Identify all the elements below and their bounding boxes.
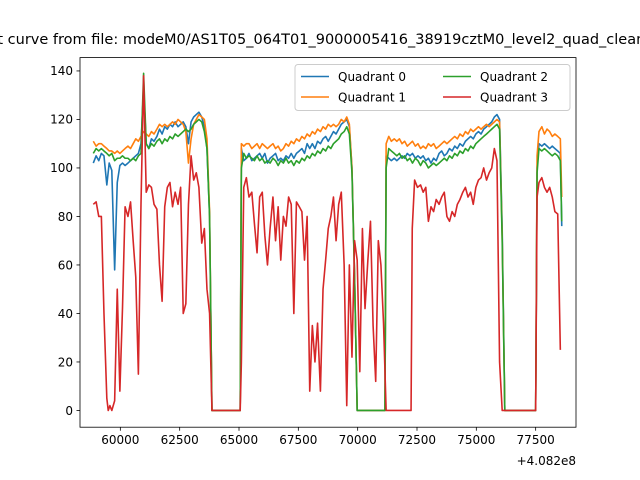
y-tick-label: 100 (50, 161, 73, 175)
series-line-quadrant-2 (92, 72, 563, 412)
chart-title: Light curve from file: modeM0/AS1T05_064… (0, 32, 640, 48)
series-line-quadrant-1 (92, 113, 563, 412)
x-tick-label: 70000 (339, 433, 377, 447)
series-line-quadrant-3 (92, 74, 562, 412)
legend-label: Quadrant 1 (338, 90, 406, 104)
y-tick-label: 20 (58, 355, 73, 369)
x-tick-label: 72500 (398, 433, 436, 447)
x-tick-label: 62500 (161, 433, 199, 447)
x-tick-label: 77500 (517, 433, 555, 447)
x-tick-label: 65000 (220, 433, 258, 447)
y-tick-label: 80 (58, 210, 73, 224)
y-tick-label: 60 (58, 258, 73, 272)
x-tick-label: 75000 (457, 433, 495, 447)
legend-frame (294, 64, 571, 111)
y-tick-label: 0 (65, 404, 73, 418)
series-layer (92, 72, 563, 412)
legend-label: Quadrant 2 (480, 70, 548, 84)
y-tick-label: 40 (58, 307, 73, 321)
x-tick-label: 60000 (101, 433, 139, 447)
legend-label: Quadrant 0 (338, 70, 406, 84)
x-tick-label: 67500 (279, 433, 317, 447)
axes-frame (79, 57, 577, 428)
y-tick-label: 120 (50, 113, 73, 127)
axes-layer: 60000 62500 65000 67500 70000 72500 75000 77500… (50, 57, 577, 447)
x-offset-label: +4.082e8 (517, 454, 576, 468)
legend: Quadrant 0 Quadrant 1 Quadrant 2 Quadrant 3 (294, 64, 571, 111)
series-line-quadrant-0 (92, 87, 563, 412)
legend-label: Quadrant 3 (480, 90, 548, 104)
y-tick-label: 140 (50, 64, 73, 78)
